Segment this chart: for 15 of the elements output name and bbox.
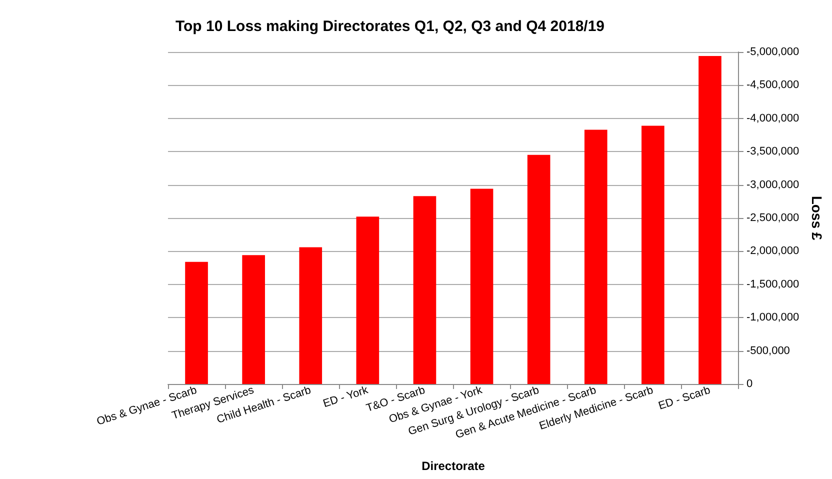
y-tick-label: -2,000,000 xyxy=(746,245,800,258)
y-tick-label: -500,000 xyxy=(746,344,790,357)
y-tick-label: -4,500,000 xyxy=(746,79,800,92)
chart-title: Top 10 Loss making Directorates Q1, Q2, Q3 and Q4 2018/19 xyxy=(175,18,605,35)
y-tick-label: -3,000,000 xyxy=(746,178,800,191)
y-tick-label: -3,500,000 xyxy=(746,146,800,158)
y-tick-label: -1,000,000 xyxy=(746,312,800,324)
y-axis-title: Loss £ xyxy=(809,196,825,240)
y-tick-label: -4,000,000 xyxy=(746,112,800,124)
y-tick-label: -5,000,000 xyxy=(746,46,800,58)
y-tick-label: -1,500,000 xyxy=(746,278,800,290)
x-tick-label: ED - Scarb xyxy=(657,384,712,412)
y-tick-label: 0 xyxy=(746,378,753,390)
x-axis-title: Directorate xyxy=(422,459,486,473)
y-tick-label: -2,500,000 xyxy=(746,212,800,224)
